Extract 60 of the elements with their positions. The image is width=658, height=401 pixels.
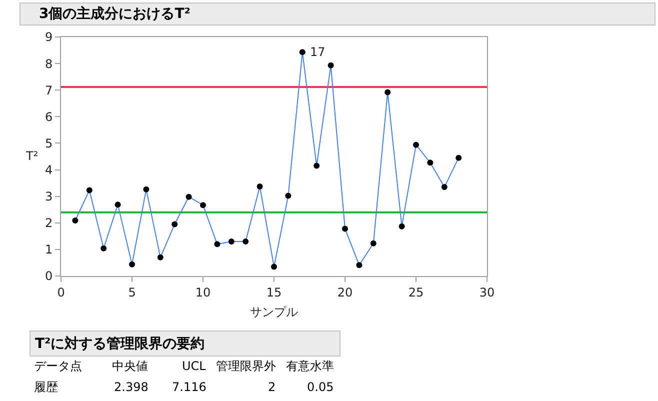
point	[86, 187, 92, 194]
point	[398, 223, 405, 230]
point	[427, 160, 434, 166]
point	[299, 49, 306, 56]
point	[356, 262, 362, 268]
x-axis-title: サンプル	[250, 305, 298, 319]
text: 2.398	[114, 380, 148, 394]
text: 中央値	[112, 359, 148, 373]
y-tick-label: 5	[44, 136, 53, 150]
text: 管理限界外	[216, 359, 276, 373]
point	[342, 226, 348, 232]
annotation: 17	[310, 45, 326, 59]
text: 履歴	[34, 380, 58, 394]
x-tick-label: 15	[266, 285, 282, 300]
point	[200, 202, 206, 208]
y-tick-label: 1	[44, 242, 53, 257]
point	[384, 89, 391, 96]
text: データ点	[34, 359, 82, 373]
point	[72, 218, 78, 224]
point	[256, 184, 263, 190]
point	[172, 221, 178, 228]
point	[328, 62, 334, 68]
point	[314, 162, 320, 169]
point	[186, 194, 192, 200]
x-tick-label: 10	[195, 285, 211, 300]
y-tick-label: 0	[44, 269, 53, 284]
point	[100, 245, 107, 252]
point	[271, 264, 277, 270]
point	[242, 238, 249, 244]
y-axis-title: T²	[25, 149, 38, 163]
x-tick-label: 25	[408, 285, 424, 300]
point	[157, 254, 164, 260]
point	[129, 261, 135, 268]
y-tick-label: 7	[44, 83, 53, 98]
point	[441, 184, 448, 190]
point	[114, 202, 121, 208]
y-tick-label: 2	[44, 216, 53, 230]
point	[285, 192, 292, 199]
y-tick-label: 8	[44, 56, 53, 71]
text: T²に対する管理限界の要約	[35, 335, 205, 352]
point	[228, 238, 234, 244]
text: 有意水準	[286, 359, 334, 373]
text: UCL	[182, 359, 206, 373]
y-tick-label: 9	[44, 30, 53, 44]
point	[413, 142, 419, 148]
y-tick-label: 6	[44, 110, 53, 124]
x-tick-label: 20	[337, 285, 353, 300]
point	[370, 240, 376, 246]
x-tick-label: 5	[128, 285, 136, 300]
text: 0.05	[307, 380, 334, 394]
y-tick-label: 4	[44, 162, 53, 177]
point	[143, 186, 150, 192]
y-tick-label: 3	[44, 190, 53, 204]
text: 2	[268, 380, 276, 394]
x-tick-label: 30	[479, 285, 495, 300]
point	[214, 241, 220, 248]
text: 7.116	[172, 380, 206, 394]
point	[456, 154, 462, 161]
x-tick-label: 0	[57, 285, 65, 300]
chart-title: 3個の主成分におけるT²	[39, 5, 190, 22]
